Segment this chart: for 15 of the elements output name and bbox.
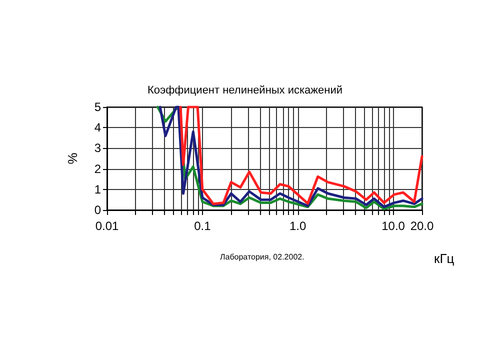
y-tick-label: 3 — [94, 141, 102, 156]
chart-title: Коэффициент нелинейных искажений — [147, 84, 343, 96]
y-tick-label: 1 — [94, 182, 102, 196]
x-tick-label: 20.0 — [410, 219, 434, 233]
x-tick-label: 10.0 — [382, 219, 406, 233]
x-tick-label: 1.0 — [290, 219, 307, 233]
y-tick-label: 0 — [94, 203, 102, 217]
x-tick-label: 0.1 — [194, 219, 212, 233]
text: Лаборатория, 02.2002. — [220, 252, 304, 262]
y-tick-label: 2 — [94, 162, 102, 176]
x-axis-title: кГц — [434, 251, 455, 266]
y-tick-label: 5 — [94, 100, 102, 114]
y-axis-title: % — [65, 152, 80, 164]
x-tick-label: 0.01 — [95, 219, 119, 233]
y-tick-label: 4 — [94, 120, 102, 135]
